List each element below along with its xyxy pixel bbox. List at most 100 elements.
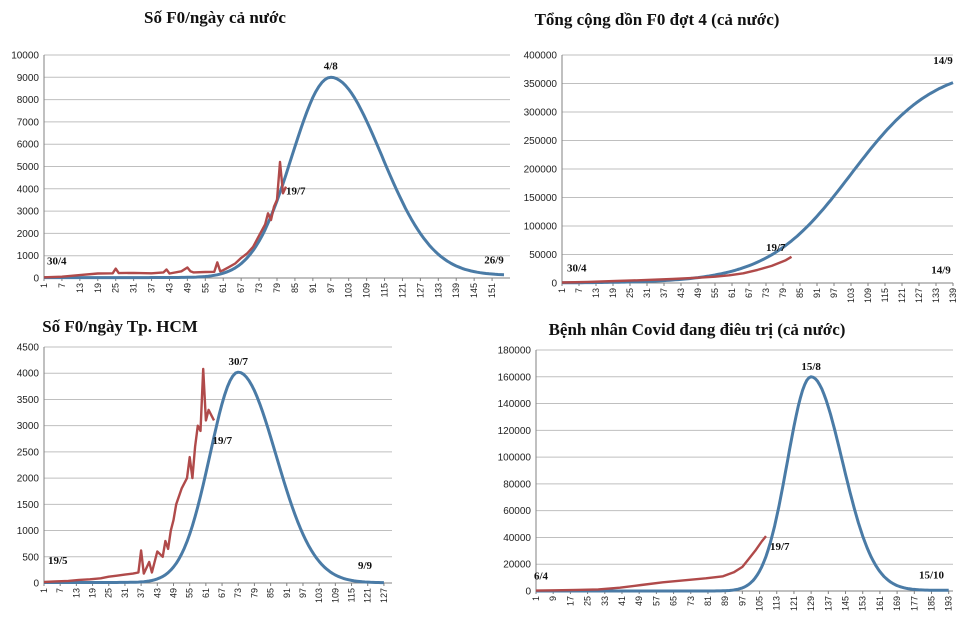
date-annotation: 30/7: [228, 356, 248, 368]
date-annotation: 30/4: [567, 262, 587, 274]
y-tick-label: 0: [33, 274, 39, 285]
series-actual-line: [535, 535, 767, 592]
series-projection-line: [44, 370, 384, 585]
series-actual-line: [43, 367, 216, 584]
x-tick-label: 97: [326, 283, 336, 293]
x-tick-label: 61: [727, 288, 737, 298]
x-tick-label: 115: [347, 588, 357, 602]
y-tick-label: 1500: [17, 500, 40, 511]
y-tick-label: 2000: [17, 229, 40, 240]
y-tick-label: 250000: [524, 136, 558, 147]
x-tick-label: 61: [201, 588, 211, 598]
x-tick-label: 79: [272, 283, 282, 293]
x-tick-label: 177: [909, 596, 919, 611]
x-tick-label: 91: [308, 283, 318, 293]
x-tick-label: 73: [254, 283, 264, 293]
series-actual-line: [561, 255, 793, 284]
y-tick-label: 8000: [17, 95, 40, 106]
x-tick-label: 7: [574, 288, 584, 293]
series-actual-line: [43, 160, 288, 279]
x-tick-label: 85: [290, 283, 300, 293]
x-tick-label: 89: [720, 596, 730, 606]
x-tick-label: 79: [778, 288, 788, 298]
y-tick-label: 40000: [503, 533, 531, 544]
x-tick-label: 161: [875, 596, 885, 611]
x-tick-label: 25: [583, 596, 593, 606]
y-tick-label: 10000: [11, 51, 39, 62]
x-tick-label: 151: [487, 283, 497, 298]
x-tick-label: 13: [75, 283, 85, 293]
y-tick-label: 180000: [498, 346, 532, 357]
x-tick-label: 37: [136, 588, 146, 598]
date-annotation: 6/4: [534, 570, 549, 582]
y-tick-label: 300000: [524, 108, 558, 119]
y-tick-label: 5000: [17, 162, 40, 173]
x-tick-label: 25: [111, 283, 121, 293]
y-tick-label: 0: [525, 587, 531, 598]
chart-cumulative-cases: Tổng cộng dồn F0 đợt 4 (cả nước) 0 50000 1…: [524, 10, 958, 303]
y-tick-label: 160000: [498, 372, 532, 383]
x-tick-label: 19: [88, 588, 98, 598]
x-tick-label: 55: [185, 588, 195, 598]
chart-4-plot: 0 20000 40000 60000 80000 100000 120000 140000 1…: [498, 346, 954, 612]
y-tick-label: 100000: [498, 453, 532, 464]
x-tick-label: 145: [469, 283, 479, 298]
y-tick-label: 140000: [498, 399, 532, 410]
x-tick-label: 115: [380, 283, 390, 297]
x-tick-label: 129: [806, 596, 816, 611]
y-tick-label: 4500: [17, 343, 40, 354]
x-tick-label: 13: [591, 288, 601, 298]
x-tick-label: 113: [772, 596, 782, 610]
y-tick-label: 4000: [17, 369, 40, 380]
chart-2-plot: 0 50000 100000 150000 200000 250000 300000 3500…: [524, 51, 958, 304]
date-annotation: 19/7: [286, 186, 306, 198]
date-annotation: 4/8: [324, 60, 339, 72]
date-annotation: 19/7: [213, 435, 233, 447]
x-tick-label: 73: [761, 288, 771, 298]
date-annotation: 26/9: [484, 254, 504, 266]
x-tick-label: 43: [676, 288, 686, 298]
chart-patients-treatment: Bệnh nhân Covid đang điêu trị (cả nước) …: [498, 320, 954, 611]
x-tick-label: 85: [795, 288, 805, 298]
x-tick-label: 193: [944, 596, 954, 611]
x-tick-label: 43: [152, 588, 162, 598]
date-annotation: 19/7: [770, 541, 790, 553]
y-tick-label: 3000: [17, 207, 40, 218]
y-tick-label: 20000: [503, 560, 531, 571]
x-tick-label: 7: [55, 588, 65, 593]
y-tick-label: 3500: [17, 395, 40, 406]
x-tick-label: 25: [625, 288, 635, 298]
x-tick-label: 91: [282, 588, 292, 598]
x-tick-label: 25: [104, 588, 114, 598]
y-tick-label: 350000: [524, 79, 558, 90]
x-tick-label: 65: [669, 596, 679, 606]
x-tick-label: 109: [330, 588, 340, 603]
y-tick-label: 7000: [17, 117, 40, 128]
chart-4-title: Bệnh nhân Covid đang điêu trị (cả nước): [549, 320, 846, 339]
y-tick-label: 4000: [17, 184, 40, 195]
y-tick-label: 50000: [529, 250, 557, 261]
x-tick-label: 41: [617, 596, 627, 606]
x-tick-label: 49: [182, 283, 192, 293]
x-tick-label: 85: [266, 588, 276, 598]
x-tick-label: 67: [236, 283, 246, 293]
x-tick-label: 127: [379, 588, 389, 603]
y-tick-label: 6000: [17, 140, 40, 151]
x-tick-label: 97: [298, 588, 308, 598]
chart-1-plot: 0 1000 2000 3000 4000 5000 6000 7000 8000 9000 100…: [11, 51, 510, 298]
date-annotation: 14/9: [933, 55, 953, 67]
chart-2-title: Tổng cộng dồn F0 đợt 4 (cả nước): [535, 10, 780, 29]
x-tick-label: 31: [642, 288, 652, 298]
date-annotation: 14/9: [931, 264, 951, 276]
x-tick-label: 73: [233, 588, 243, 598]
x-tick-label: 137: [823, 596, 833, 611]
y-tick-label: 2500: [17, 447, 40, 458]
x-tick-label: 55: [710, 288, 720, 298]
x-tick-label: 49: [168, 588, 178, 598]
x-tick-label: 67: [744, 288, 754, 298]
series-projection-line: [562, 81, 954, 285]
chart-3-title: Số F0/ngày Tp. HCM: [42, 317, 198, 336]
x-tick-label: 9: [548, 596, 558, 601]
x-tick-label: 1: [557, 288, 567, 293]
x-tick-label: 49: [634, 596, 644, 606]
